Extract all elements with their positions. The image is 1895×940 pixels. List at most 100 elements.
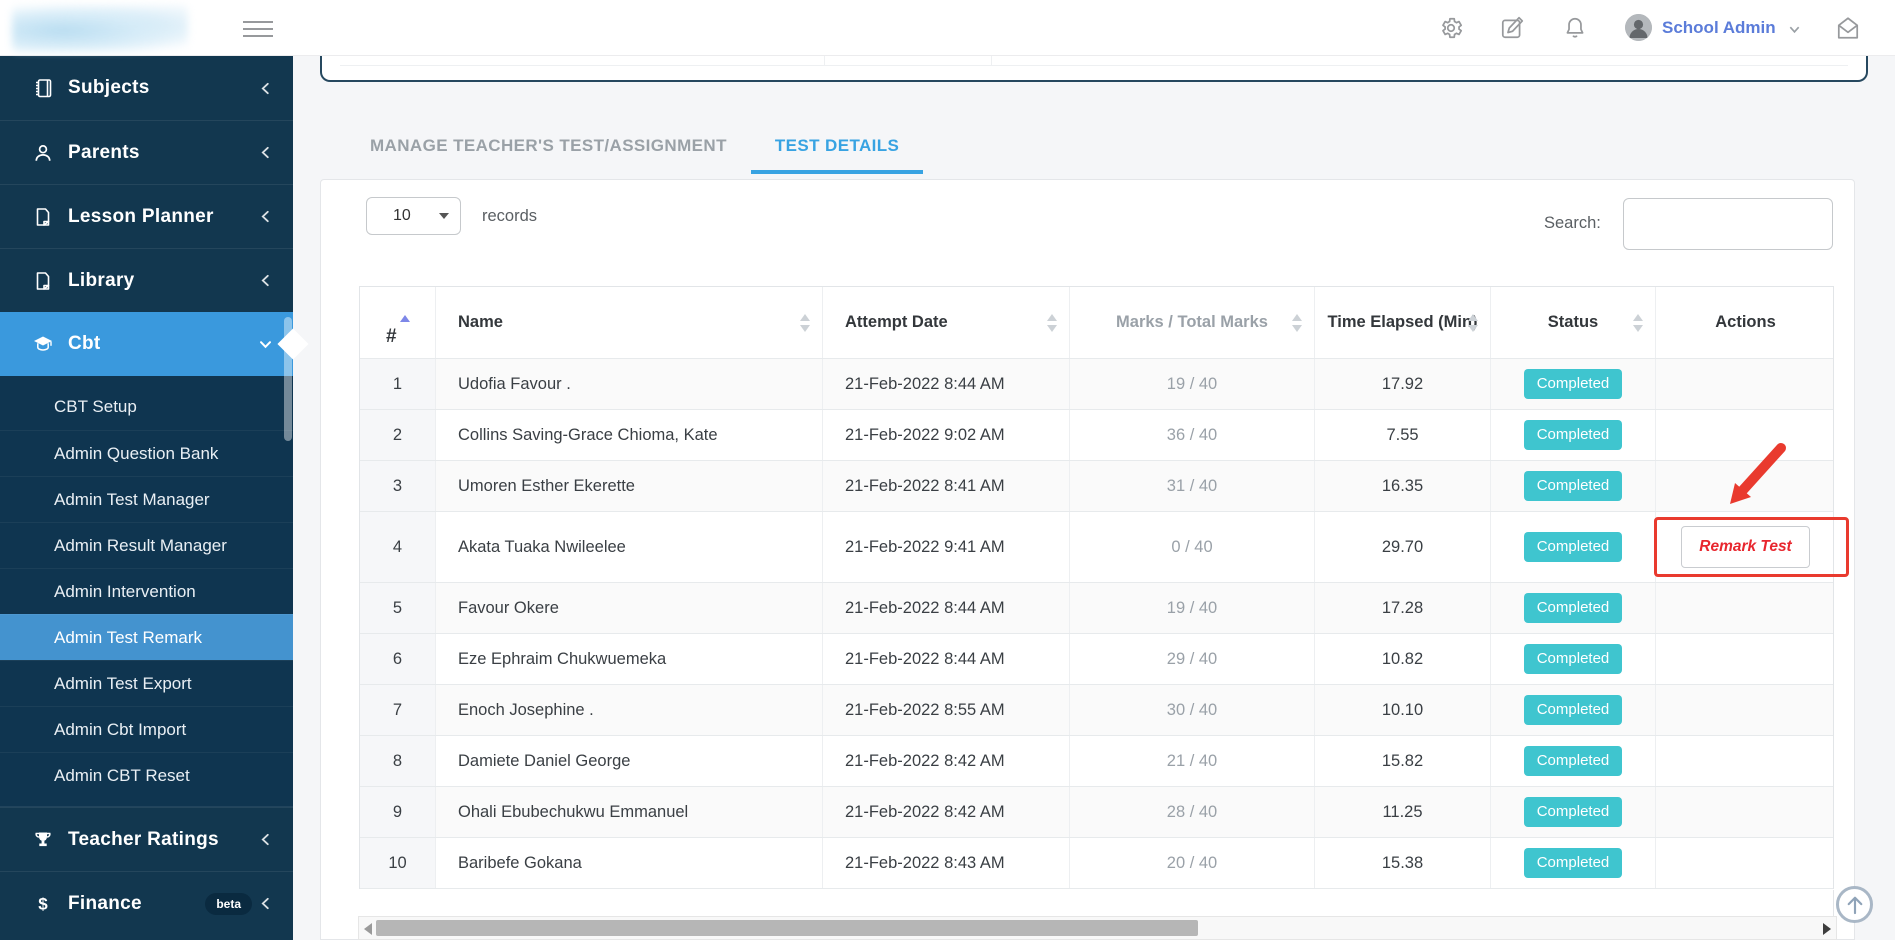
- horizontal-scrollbar[interactable]: [358, 916, 1837, 940]
- chevron-down-icon: [258, 337, 273, 352]
- table-row: 4 Akata Tuaka Nwileelee 21-Feb-2022 9:41 A…: [360, 443, 1849, 583]
- sidebar-item-parents[interactable]: Parents: [0, 120, 293, 184]
- cell-marks: 21 / 40: [1070, 736, 1315, 786]
- status-badge: Completed: [1523, 531, 1623, 563]
- cell-num: 1: [360, 359, 436, 409]
- sidebar-subitem-admin-intervention[interactable]: Admin Intervention: [0, 568, 293, 614]
- sidebar-subitem-admin-test-manager[interactable]: Admin Test Manager: [0, 476, 293, 522]
- chevron-left-icon: [258, 273, 273, 288]
- table-row: 2 Collins Saving-Grace Chioma, Kate 21-Feb…: [360, 410, 1833, 461]
- cell-marks: 29 / 40: [1070, 634, 1315, 684]
- chevron-down-icon: [439, 213, 449, 219]
- cell-marks: 36 / 40: [1070, 410, 1315, 460]
- sidebar-subitem-admin-result-manager[interactable]: Admin Result Manager: [0, 522, 293, 568]
- cell-time: 11.25: [1315, 787, 1491, 837]
- table-row: 8 Damiete Daniel George 21-Feb-2022 8:42 A…: [360, 736, 1833, 787]
- sidebar-item-library[interactable]: Library: [0, 248, 293, 312]
- sidebar-subitem-admin-cbt-import[interactable]: Admin Cbt Import: [0, 706, 293, 752]
- cell-name: Collins Saving-Grace Chioma, Kate: [436, 410, 823, 460]
- sidebar-subitem-admin-cbt-reset[interactable]: Admin CBT Reset: [0, 752, 293, 798]
- column-header-label: Name: [458, 313, 503, 332]
- cell-name: Damiete Daniel George: [436, 736, 823, 786]
- cell-status: Completed: [1491, 359, 1656, 409]
- tab-manage-teachers-test[interactable]: MANAGE TEACHER'S TEST/ASSIGNMENT: [370, 136, 727, 155]
- cell-time: 29.70: [1315, 512, 1491, 582]
- sidebar: Subjects Parents Lesson Planner Library Cbt C…: [0, 56, 309, 940]
- user-menu[interactable]: School Admin: [1662, 18, 1776, 37]
- person-icon: [32, 142, 54, 164]
- sidebar-item-subjects[interactable]: Subjects: [0, 56, 293, 120]
- cell-num: 2: [360, 410, 436, 460]
- column-header-label: Marks / Total Marks: [1116, 313, 1268, 332]
- sidebar-item-lesson-planner[interactable]: Lesson Planner: [0, 184, 293, 248]
- sidebar-subitem-admin-question-bank[interactable]: Admin Question Bank: [0, 430, 293, 476]
- cell-marks: 19 / 40: [1070, 583, 1315, 633]
- scroll-to-top-button[interactable]: [1836, 886, 1873, 923]
- column-header-[interactable]: #: [360, 287, 436, 358]
- tab-test-details[interactable]: TEST DETAILS: [750, 128, 924, 174]
- sidebar-item-teacher-ratings[interactable]: Teacher Ratings: [0, 807, 293, 871]
- sidebar-item-label: Cbt: [68, 333, 101, 354]
- cell-date: 21-Feb-2022 8:42 AM: [823, 787, 1070, 837]
- cell-status: Completed: [1491, 461, 1656, 511]
- cell-marks: 28 / 40: [1070, 787, 1315, 837]
- table-row: 3 Umoren Esther Ekerette 21-Feb-2022 8:41 …: [360, 461, 1833, 512]
- cell-date: 21-Feb-2022 8:42 AM: [823, 736, 1070, 786]
- sort-arrows-icon[interactable]: [1468, 313, 1478, 332]
- scroll-left-arrow-icon[interactable]: [364, 923, 372, 935]
- sidebar-item-cbt[interactable]: Cbt: [0, 312, 309, 376]
- cell-name: Baribefe Gokana: [436, 838, 823, 888]
- cell-actions: [1656, 787, 1835, 837]
- results-table: # Name Attempt Date Marks / Total Marks Time…: [359, 286, 1849, 889]
- scroll-right-arrow-icon[interactable]: [1823, 923, 1831, 935]
- cell-time: 15.82: [1315, 736, 1491, 786]
- sidebar-item-finance[interactable]: $ Finance beta: [0, 871, 293, 935]
- cell-date: 21-Feb-2022 8:44 AM: [823, 359, 1070, 409]
- column-header-status[interactable]: Status: [1491, 287, 1656, 358]
- sidebar-subitem-admin-test-export[interactable]: Admin Test Export: [0, 660, 293, 706]
- cell-status: Completed: [1491, 583, 1656, 633]
- cell-name: Eze Ephraim Chukwuemeka: [436, 634, 823, 684]
- column-header-name[interactable]: Name: [436, 287, 823, 358]
- cell-date: 21-Feb-2022 8:44 AM: [823, 634, 1070, 684]
- cell-actions: [1656, 685, 1835, 735]
- sidebar-subitem-admin-test-remark[interactable]: Admin Test Remark: [0, 614, 293, 660]
- notifications-bell-icon[interactable]: [1562, 15, 1588, 41]
- cell-actions: [1656, 736, 1835, 786]
- sidebar-item-label: Teacher Ratings: [68, 828, 219, 850]
- sidebar-item-label: Subjects: [68, 77, 150, 98]
- chevron-down-icon[interactable]: [1788, 23, 1801, 36]
- arrow-up-icon: [1847, 896, 1862, 914]
- search-input[interactable]: [1623, 198, 1833, 250]
- cell-date: 21-Feb-2022 8:43 AM: [823, 838, 1070, 888]
- sidebar-scrollbar-thumb[interactable]: [284, 317, 292, 441]
- sort-arrows-icon[interactable]: [1633, 313, 1643, 332]
- sort-asc-active-icon[interactable]: [400, 315, 410, 322]
- sidebar-menu: Subjects Parents Lesson Planner Library Cbt C…: [0, 56, 309, 935]
- inbox-mail-icon[interactable]: [1835, 15, 1861, 41]
- user-avatar[interactable]: [1625, 14, 1652, 41]
- settings-gear-icon[interactable]: [1438, 15, 1464, 41]
- compose-edit-icon[interactable]: [1499, 15, 1525, 41]
- cell-marks: 0 / 40: [1070, 512, 1315, 582]
- horizontal-scrollbar-thumb[interactable]: [376, 920, 1198, 936]
- column-header-marks-total-marks[interactable]: Marks / Total Marks: [1070, 287, 1315, 358]
- remark-test-button[interactable]: Remark Test: [1681, 526, 1810, 568]
- status-badge: Completed: [1523, 847, 1623, 879]
- sidebar-subitem-cbt-setup[interactable]: CBT Setup: [54, 397, 137, 416]
- records-label: records: [482, 207, 538, 225]
- table-row: 10 Baribefe Gokana 21-Feb-2022 8:43 AM 20 /…: [360, 838, 1833, 889]
- column-header-attempt-date[interactable]: Attempt Date: [823, 287, 1070, 358]
- status-badge: Completed: [1523, 796, 1623, 828]
- sort-arrows-icon[interactable]: [1292, 313, 1302, 332]
- sort-arrows-icon[interactable]: [1047, 313, 1057, 332]
- cell-num: 4: [360, 512, 436, 582]
- sort-arrows-icon[interactable]: [800, 313, 810, 332]
- cell-status: Completed: [1491, 512, 1656, 582]
- sidebar-item-label: Finance: [68, 892, 142, 914]
- cell-name: Enoch Josephine .: [436, 685, 823, 735]
- hamburger-menu-button[interactable]: [243, 21, 273, 37]
- records-per-page-select[interactable]: 10: [366, 197, 461, 235]
- column-header-time-elapsed-min[interactable]: Time Elapsed (Min): [1315, 287, 1491, 358]
